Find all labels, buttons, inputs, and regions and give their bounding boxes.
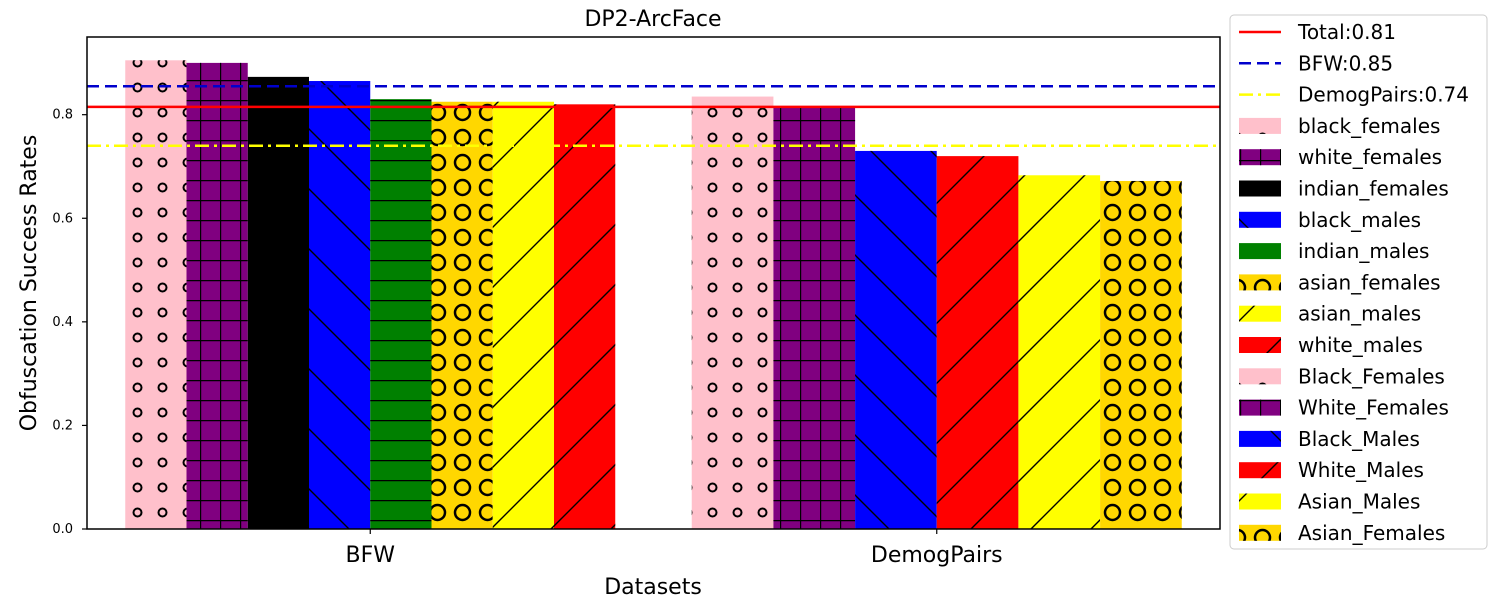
legend-label: asian_females <box>1298 270 1441 294</box>
legend-item-white-males: White_Males <box>1239 458 1424 482</box>
legend-item-white-females: white_females <box>1239 145 1442 169</box>
legend-item-black-males: Black_Males <box>1239 427 1420 451</box>
y-axis-ticks: 0.0 0.2 0.4 0.6 0.8 <box>52 108 87 537</box>
legend-label: BFW:0.85 <box>1298 51 1393 75</box>
bar-pattern-demogpairs-asian-males <box>1018 175 1101 529</box>
legend-swatch-pattern <box>1239 399 1281 416</box>
legend-label: indian_females <box>1298 177 1449 201</box>
legend-item-bfw-0-85: BFW:0.85 <box>1239 51 1393 75</box>
legend-swatch-pattern <box>1239 211 1281 228</box>
reference-lines-layer <box>87 84 1220 148</box>
legend-item-indian-females: indian_females <box>1239 177 1449 201</box>
legend-label: White_Females <box>1298 396 1449 420</box>
legend-swatch-pattern <box>1239 462 1281 479</box>
plot-frame <box>86 36 1221 530</box>
y-tick-label: 0.6 <box>52 211 73 226</box>
legend-swatch-pattern <box>1239 117 1281 134</box>
bar-pattern-bfw-asian-males <box>492 101 554 529</box>
legend-item-black-females: black_females <box>1239 114 1440 138</box>
x-tick-label-demogpairs: DemogPairs <box>871 543 1003 568</box>
legend-label: Asian_Males <box>1298 490 1420 514</box>
legend-label: DemogPairs:0.74 <box>1298 83 1469 107</box>
bar-bfw-indian-females <box>247 76 309 529</box>
legend-item-asian-males: Asian_Males <box>1239 490 1420 514</box>
x-axis-ticks: BFW DemogPairs <box>346 529 1003 568</box>
legend-frame <box>1229 14 1488 550</box>
legend-item-asian-females: asian_females <box>1239 270 1441 294</box>
legend-item-white-males: white_males <box>1239 333 1423 357</box>
legend-swatch-pattern <box>1239 337 1281 353</box>
bar-pattern-bfw-asian-females <box>431 101 493 529</box>
bar-pattern-demogpairs-white-males <box>936 156 1019 529</box>
legend-label: white_males <box>1298 333 1423 357</box>
y-axis-label: Obfuscation Success Rates <box>17 135 42 432</box>
legend: Total:0.81 BFW:0.85 DemogPairs:0.74 black_f… <box>1229 14 1488 550</box>
y-tick-label: 0.4 <box>52 315 73 330</box>
legend-swatch-pattern <box>1239 430 1281 447</box>
y-tick-label: 0.2 <box>52 418 73 433</box>
bar-pattern-demogpairs-white-females <box>773 106 856 530</box>
bar-pattern-bfw-indian-males <box>370 99 432 529</box>
bar-pattern-bfw-black-females <box>125 60 187 529</box>
bar-pattern-bfw-black-males <box>309 81 371 529</box>
legend-swatch-pattern <box>1239 243 1281 260</box>
legend-label: indian_males <box>1298 239 1429 263</box>
bar-pattern-bfw-white-females <box>186 62 248 529</box>
legend-label: Black_Females <box>1298 364 1445 388</box>
legend-item-asian-males: asian_males <box>1239 302 1421 326</box>
legend-swatch-pattern <box>1239 493 1281 510</box>
legend-item-demogpairs-0-74: DemogPairs:0.74 <box>1239 83 1469 107</box>
chart-title: DP2-ArcFace <box>584 7 721 32</box>
legend-label: White_Males <box>1298 458 1424 482</box>
bar-pattern-demogpairs-asian-females <box>1100 180 1182 529</box>
bars-layer <box>125 60 1182 530</box>
legend-item-black-males: black_males <box>1239 208 1421 232</box>
legend-item-asian-females: Asian_Females <box>1239 521 1445 545</box>
bar-pattern-demogpairs-black-males <box>855 150 937 530</box>
y-tick-label: 0.8 <box>52 108 73 123</box>
y-tick-label: 0.0 <box>52 522 73 537</box>
bar-pattern-demogpairs-black-females <box>691 96 774 529</box>
legend-label: black_females <box>1298 114 1440 138</box>
legend-label: Black_Males <box>1298 427 1420 451</box>
legend-item-black-females: Black_Females <box>1239 364 1445 388</box>
bar-pattern-bfw-white-males <box>554 104 616 529</box>
legend-item-indian-males: indian_males <box>1239 239 1429 263</box>
legend-label: Total:0.81 <box>1297 20 1396 44</box>
legend-swatch-pattern <box>1239 368 1281 385</box>
legend-swatch-pattern <box>1239 305 1281 322</box>
x-tick-label-bfw: BFW <box>346 543 396 568</box>
legend-label: black_males <box>1298 208 1421 232</box>
legend-swatch-pattern <box>1239 149 1281 166</box>
legend-label: white_females <box>1298 145 1442 169</box>
legend-label: asian_males <box>1298 302 1421 326</box>
legend-swatch-pattern <box>1239 524 1281 541</box>
x-axis-label: Datasets <box>604 575 702 600</box>
legend-swatch <box>1239 180 1281 197</box>
legend-item-total-0-81: Total:0.81 <box>1239 20 1396 44</box>
legend-label: Asian_Females <box>1298 521 1445 545</box>
legend-swatch-pattern <box>1239 274 1281 291</box>
legend-item-white-females: White_Females <box>1239 396 1449 420</box>
